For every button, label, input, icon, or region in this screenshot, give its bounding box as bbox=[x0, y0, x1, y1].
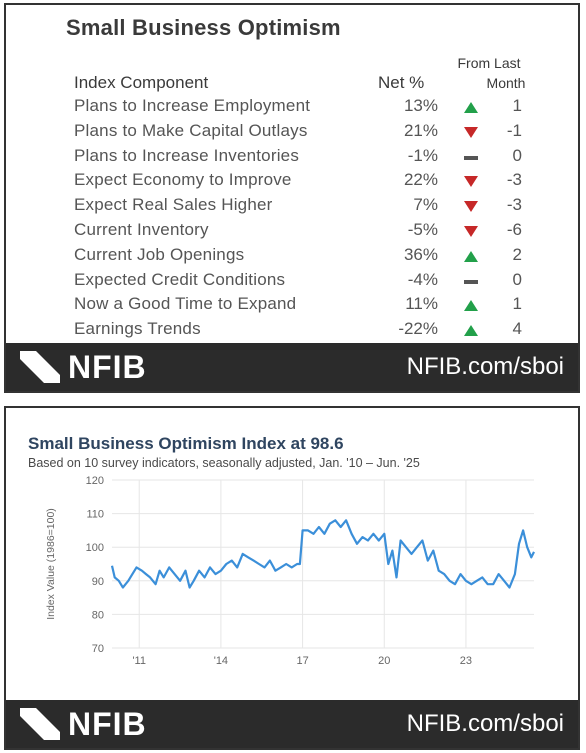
month-change: -3 bbox=[506, 170, 522, 190]
line-chart: 70 80 90 100 110 120 '11 '14 17 20 23 Index Value (… bbox=[45, 475, 535, 667]
nfib-logo: NFIB bbox=[68, 349, 147, 385]
net-percent: -1% bbox=[407, 145, 438, 165]
optimism-components-panel: Small Business Optimism Index Component … bbox=[4, 3, 580, 393]
down-arrow-icon bbox=[464, 126, 478, 139]
component-label: Now a Good Time to Expand bbox=[74, 294, 297, 314]
nfib-logo: NFIB bbox=[68, 706, 147, 742]
component-label: Plans to Make Capital Outlays bbox=[74, 120, 308, 140]
up-arrow-icon bbox=[464, 102, 478, 114]
component-label: Expect Economy to Improve bbox=[74, 170, 292, 190]
month-change: -1 bbox=[506, 120, 522, 140]
footer-bar: NFIB NFIB.com/sboi bbox=[6, 343, 578, 391]
y-tick-label: 110 bbox=[86, 509, 104, 521]
table-row: Now a Good Time to Expand 11% 1 bbox=[6, 294, 578, 319]
net-percent: 22% bbox=[403, 170, 438, 190]
x-tick-label: '11 bbox=[132, 655, 146, 667]
net-percent: 36% bbox=[403, 244, 438, 264]
down-arrow-icon bbox=[464, 201, 478, 213]
net-percent: -4% bbox=[407, 269, 438, 289]
month-change: 1 bbox=[512, 294, 522, 314]
x-tick-label: 17 bbox=[296, 655, 308, 667]
net-percent: 13% bbox=[403, 96, 438, 115]
table-row: Plans to Increase Employment 13% 1 bbox=[6, 96, 578, 121]
chart-subtitle: Based on 10 survey indicators, seasonall… bbox=[28, 456, 420, 470]
table-row: Expected Credit Conditions -4% 0 bbox=[6, 270, 578, 295]
footer-bar: NFIB NFIB.com/sboi bbox=[6, 700, 578, 748]
table-row: Current Job Openings 36% 2 bbox=[6, 245, 578, 270]
net-percent: -22% bbox=[398, 319, 438, 339]
net-percent: -5% bbox=[407, 220, 438, 239]
header-index-component: Index Component bbox=[74, 73, 209, 92]
table-row: Expect Real Sales Higher 7% -3 bbox=[6, 195, 578, 220]
nfib-logo-mark-icon bbox=[20, 351, 60, 383]
table-row: Plans to Make Capital Outlays 21% -1 bbox=[6, 121, 578, 146]
month-change: 4 bbox=[512, 319, 522, 339]
y-tick-label: 70 bbox=[92, 643, 104, 655]
up-arrow-icon bbox=[464, 300, 478, 312]
net-percent: 11% bbox=[405, 294, 438, 314]
y-tick-label: 120 bbox=[86, 475, 104, 487]
month-change: 0 bbox=[512, 145, 522, 165]
y-tick-label: 80 bbox=[92, 609, 104, 621]
table-row: Plans to Increase Inventories -1% 0 bbox=[6, 146, 578, 171]
series-line bbox=[110, 519, 535, 589]
x-tick-label: 20 bbox=[378, 655, 390, 667]
net-percent: 21% bbox=[403, 120, 438, 140]
month-change: 1 bbox=[512, 96, 522, 115]
panel-title: Small Business Optimism bbox=[66, 15, 341, 40]
no-change-dash-icon bbox=[464, 276, 478, 288]
month-change: -3 bbox=[506, 195, 522, 215]
x-tick-label: 23 bbox=[460, 655, 472, 667]
nfib-logo-mark-icon bbox=[20, 708, 60, 740]
net-percent: 7% bbox=[413, 195, 438, 215]
header-net-percent: Net % bbox=[378, 73, 425, 92]
x-tick-label: '14 bbox=[214, 655, 228, 667]
month-change: 2 bbox=[512, 244, 522, 264]
component-label: Expected Credit Conditions bbox=[74, 269, 286, 289]
component-label: Current Job Openings bbox=[74, 244, 245, 264]
component-label: Expect Real Sales Higher bbox=[74, 195, 273, 215]
footer-url: NFIB.com/sboi bbox=[406, 353, 564, 380]
y-tick-label: 100 bbox=[86, 542, 104, 554]
up-arrow-icon bbox=[464, 250, 478, 263]
down-arrow-icon bbox=[464, 226, 478, 238]
component-label: Plans to Increase Inventories bbox=[74, 145, 300, 165]
component-label: Plans to Increase Employment bbox=[74, 96, 311, 115]
header-month: Month bbox=[486, 75, 526, 91]
no-change-dash-icon bbox=[464, 152, 478, 164]
header-from-last: From Last bbox=[457, 55, 521, 71]
up-arrow-icon bbox=[464, 325, 478, 337]
table-row: Expect Economy to Improve 22% -3 bbox=[6, 170, 578, 195]
table-row: Earnings Trends -22% 4 bbox=[6, 319, 578, 344]
chart-title: Small Business Optimism Index at 98.6 bbox=[28, 434, 344, 453]
component-label: Earnings Trends bbox=[74, 319, 201, 339]
down-arrow-icon bbox=[464, 176, 478, 188]
optimism-index-chart-panel: Small Business Optimism Index at 98.6 Ba… bbox=[4, 406, 580, 750]
y-axis-label: Index Value (1986=100) bbox=[45, 508, 57, 620]
table-row: Current Inventory -5% -6 bbox=[6, 220, 578, 245]
footer-url: NFIB.com/sboi bbox=[406, 710, 564, 737]
month-change: 0 bbox=[512, 269, 522, 289]
component-label: Current Inventory bbox=[74, 220, 209, 239]
y-tick-label: 90 bbox=[92, 576, 104, 588]
month-change: -6 bbox=[506, 220, 522, 239]
